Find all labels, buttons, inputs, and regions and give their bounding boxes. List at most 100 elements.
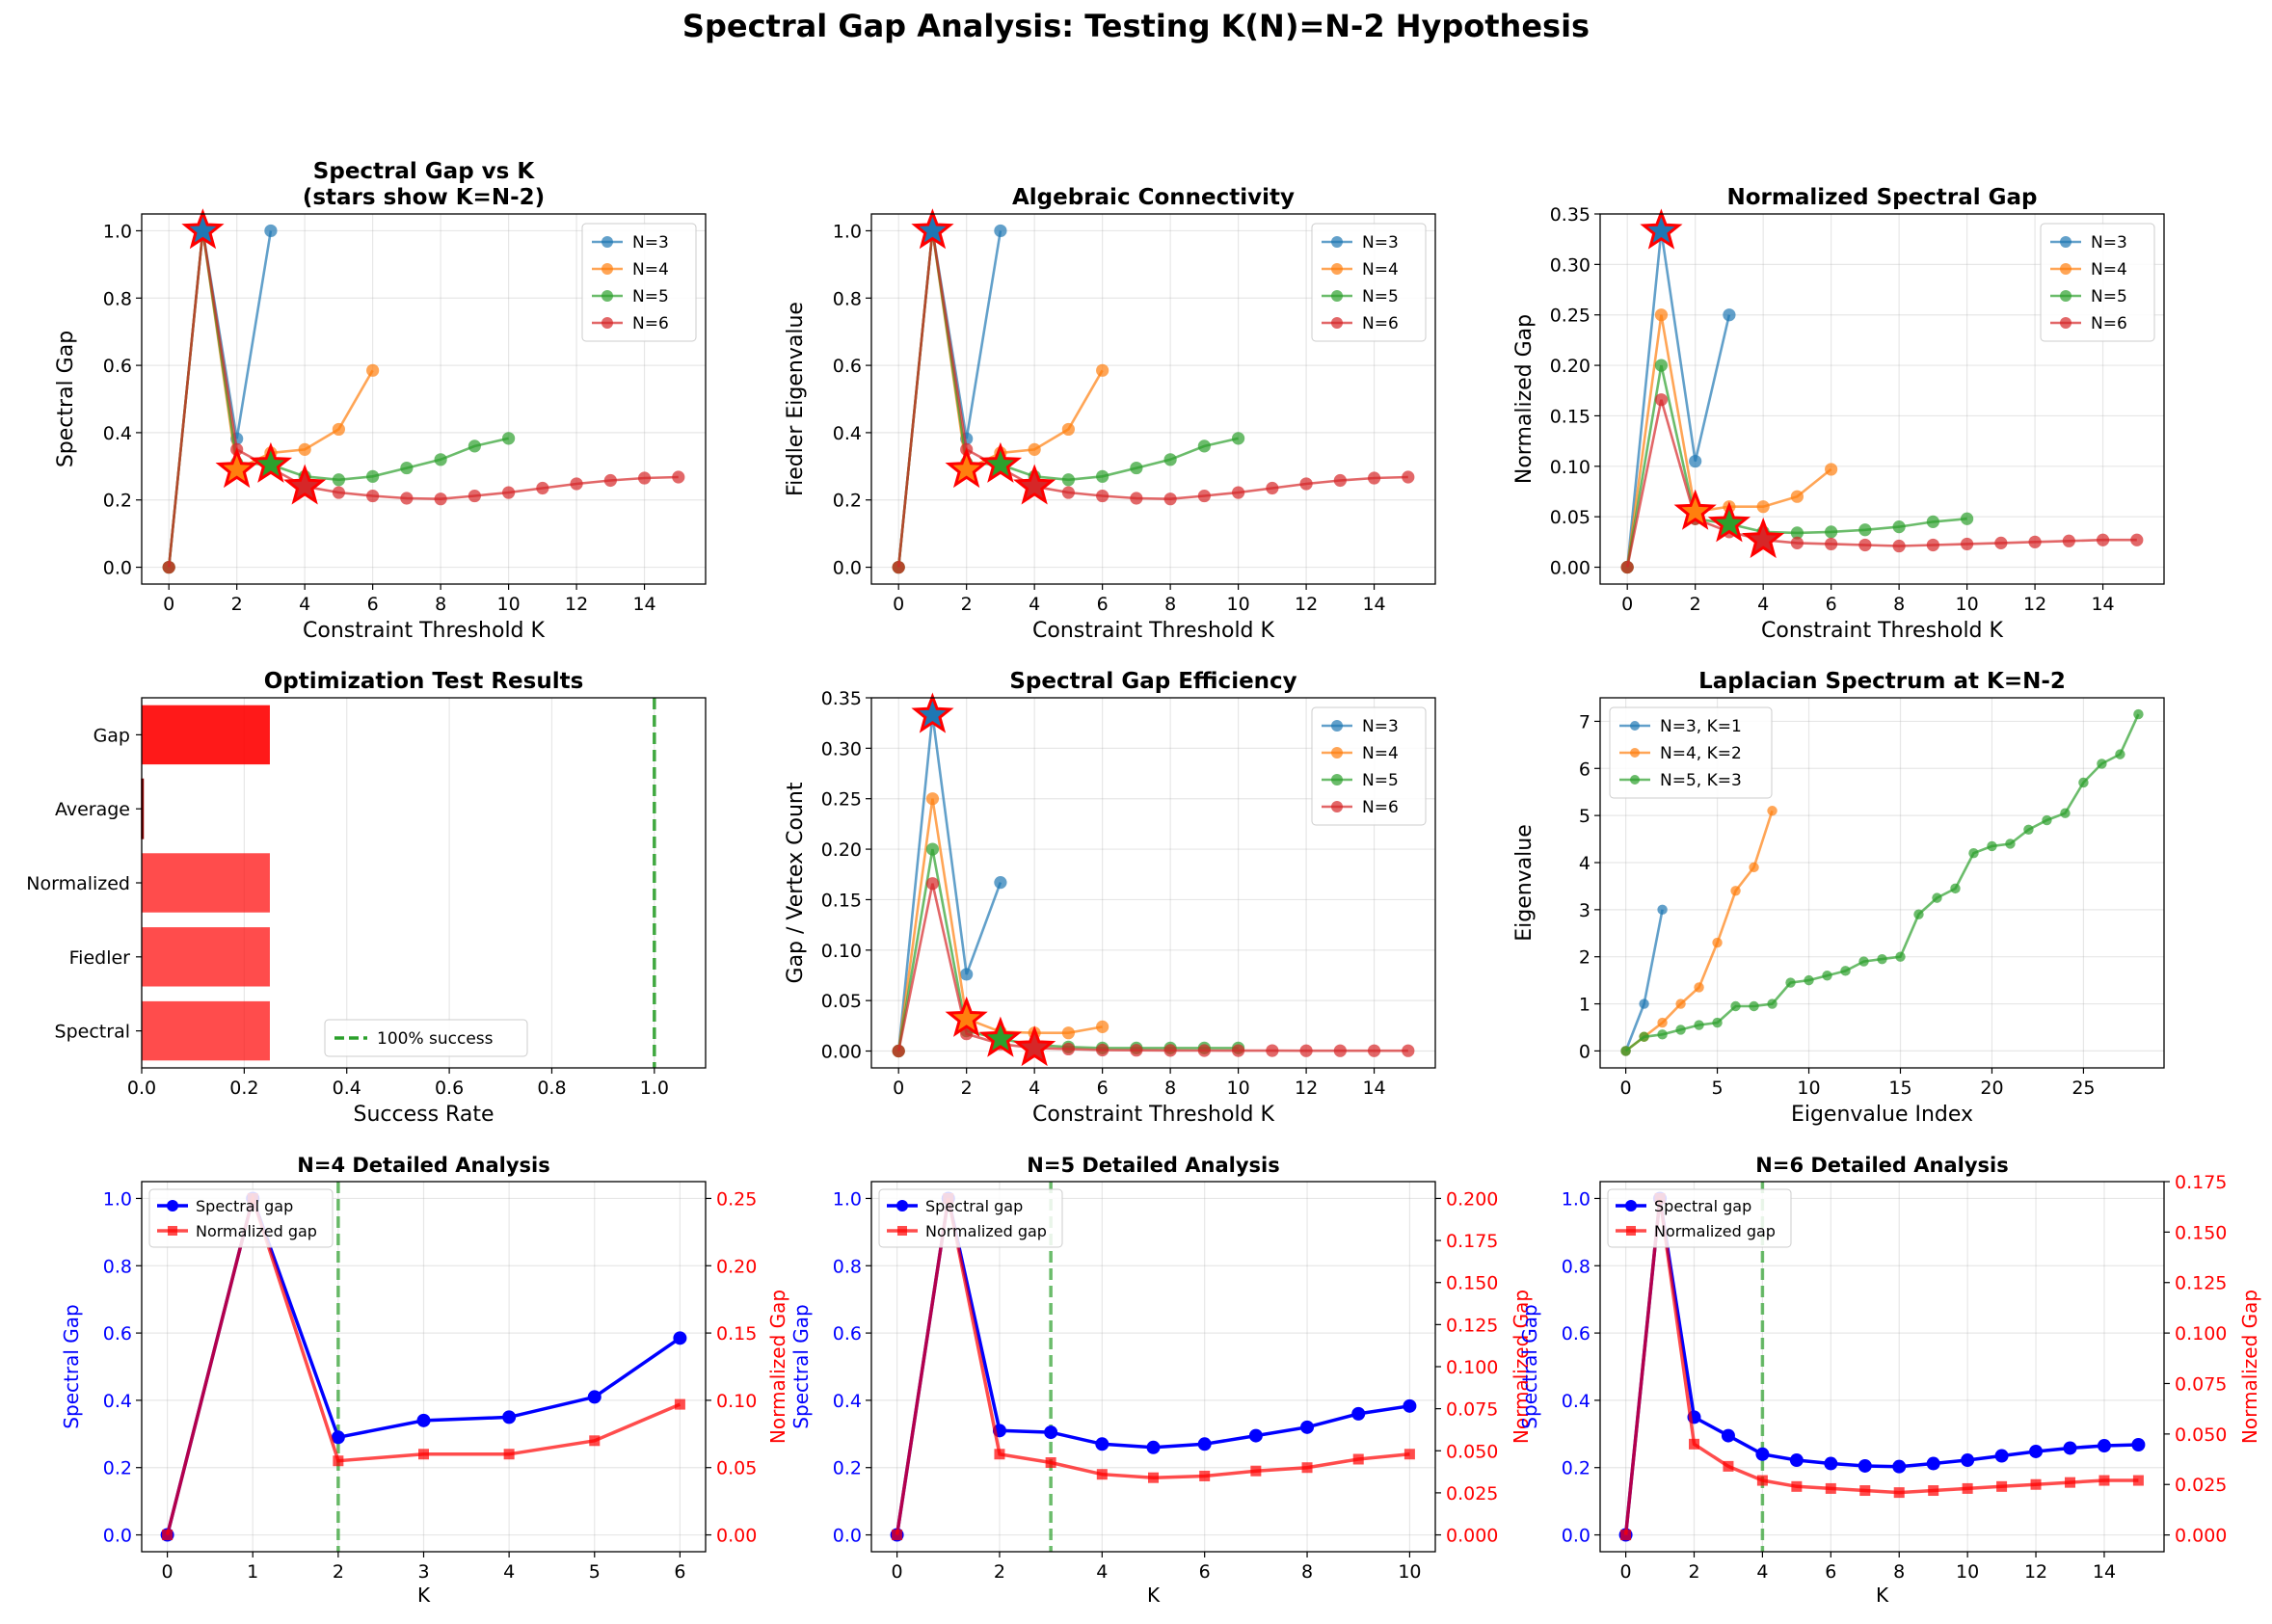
y-tick-label: 0.4 <box>833 423 862 444</box>
data-point <box>2065 1477 2075 1488</box>
y-tick-label: 1.0 <box>833 221 862 242</box>
data-point <box>1790 490 1804 503</box>
y-axis-label-left: Spectral Gap <box>1518 1304 1541 1428</box>
y-tick-label: 0.6 <box>833 356 862 377</box>
data-point <box>2096 533 2110 546</box>
y-tick-label-right: 0.175 <box>2175 1172 2227 1193</box>
data-point <box>332 422 345 437</box>
legend: N=3 N=4 N=5 N=6 <box>581 223 697 342</box>
data-point <box>264 224 278 238</box>
y-tick-label: 1 <box>1579 995 1590 1016</box>
data-point <box>637 471 652 485</box>
chart-title: Laplacian Spectrum at K=N-2 <box>1698 669 2066 694</box>
x-tick-label: 6 <box>1199 1561 1211 1583</box>
x-tick-label: 2 <box>961 594 973 615</box>
data-point <box>1654 308 1669 322</box>
x-axis-label: Constraint Threshold K <box>1032 619 1274 643</box>
x-tick-label: 0.2 <box>229 1078 258 1099</box>
series-line-N=3 <box>896 230 1002 568</box>
k-n-minus-2-star <box>1707 501 1751 543</box>
legend-box <box>2040 223 2155 342</box>
legend-marker <box>1331 720 1343 732</box>
data-point <box>1858 523 1872 537</box>
data-point <box>2063 1441 2077 1455</box>
data-point <box>2097 759 2107 769</box>
data-point <box>1130 492 1143 505</box>
data-point <box>1858 956 1869 967</box>
legend-entry: Normalized gap <box>196 1222 317 1240</box>
y-tick-label: 0.0 <box>103 558 132 579</box>
data-point <box>434 493 447 506</box>
series-line-N=5 <box>896 230 1239 568</box>
data-point <box>1785 977 1796 988</box>
x-tick-label: 6 <box>1825 1561 1836 1583</box>
legend-marker <box>1331 774 1343 785</box>
x-tick-label: 10 <box>497 594 521 615</box>
y-tick-label: 0.0 <box>833 558 862 579</box>
data-point <box>1756 1475 1768 1486</box>
x-tick-label: 0 <box>163 594 174 615</box>
data-point <box>892 560 905 574</box>
series-line-N=3 <box>1625 230 1731 568</box>
axes-frame <box>1599 213 2165 585</box>
data-point <box>1675 1025 1686 1035</box>
data-point <box>434 453 447 466</box>
data-point <box>1825 525 1838 539</box>
data-point <box>1248 1428 1263 1443</box>
x-tick-label: 4 <box>299 594 310 615</box>
legend-box <box>878 1188 1063 1248</box>
data-point <box>162 1530 174 1541</box>
data-point <box>994 876 1007 890</box>
y-tick-label-left: 0.0 <box>1562 1526 1590 1547</box>
bar-fiedler <box>142 927 270 987</box>
k-n-minus-2-star <box>1013 1025 1056 1067</box>
x-tick-label: 6 <box>674 1561 685 1583</box>
x-tick-label: 2 <box>961 1078 973 1099</box>
data-point <box>1061 422 1075 437</box>
data-point <box>1657 1029 1668 1040</box>
data-point <box>1352 1453 1364 1465</box>
y-tick-label: 0.05 <box>821 991 862 1012</box>
legend-entry: N=5 <box>632 287 669 306</box>
axes-frame <box>1599 697 2165 1069</box>
y-tick-label: 0.20 <box>1550 356 1590 377</box>
x-axis-label: Constraint Threshold K <box>1032 1103 1274 1127</box>
y-tick-label: 0.15 <box>821 890 862 911</box>
x-tick-label: 2 <box>1690 594 1701 615</box>
data-point <box>468 439 481 453</box>
y-tick-label-right: 0.050 <box>1446 1441 1498 1462</box>
legend: Spectral gap Normalized gap <box>148 1188 334 1248</box>
data-point <box>1333 473 1347 488</box>
y-tick-label: 0.00 <box>821 1042 862 1063</box>
data-point <box>1367 1044 1381 1057</box>
data-point <box>1403 1449 1415 1460</box>
data-point <box>332 486 345 499</box>
data-point <box>1961 1453 1975 1468</box>
x-tick-label: 0 <box>892 1561 903 1583</box>
axes-frame <box>141 697 707 1069</box>
legend-entry: N=3 <box>2091 233 2127 253</box>
y-tick-label: Normalized <box>26 873 130 894</box>
y-tick-label-left: 0.0 <box>833 1526 862 1547</box>
data-point <box>1403 1398 1417 1413</box>
data-point <box>1968 848 1979 859</box>
x-tick-label: 10 <box>1227 594 1250 615</box>
y-tick-label: 0.8 <box>103 288 132 309</box>
legend-marker <box>1331 263 1343 275</box>
data-point <box>1712 937 1723 948</box>
legend-box <box>1311 223 1427 342</box>
y-tick-label: Gap <box>94 725 130 746</box>
data-point <box>1301 1462 1313 1474</box>
y-tick-label-left: 0.2 <box>833 1458 862 1479</box>
x-tick-label: 5 <box>1712 1078 1724 1099</box>
chart-title: Optimization Test Results <box>264 669 584 694</box>
data-point <box>1689 454 1702 468</box>
legend-entry: N=3 <box>1362 717 1399 736</box>
x-tick-label: 4 <box>1096 1561 1108 1583</box>
series-line-N=4 <box>896 230 1104 568</box>
series-line-N=4 <box>167 230 374 568</box>
data-point <box>2062 534 2075 547</box>
x-tick-label: 6 <box>1097 594 1109 615</box>
data-point <box>1804 974 1814 986</box>
x-tick-label: 8 <box>1893 1561 1905 1583</box>
